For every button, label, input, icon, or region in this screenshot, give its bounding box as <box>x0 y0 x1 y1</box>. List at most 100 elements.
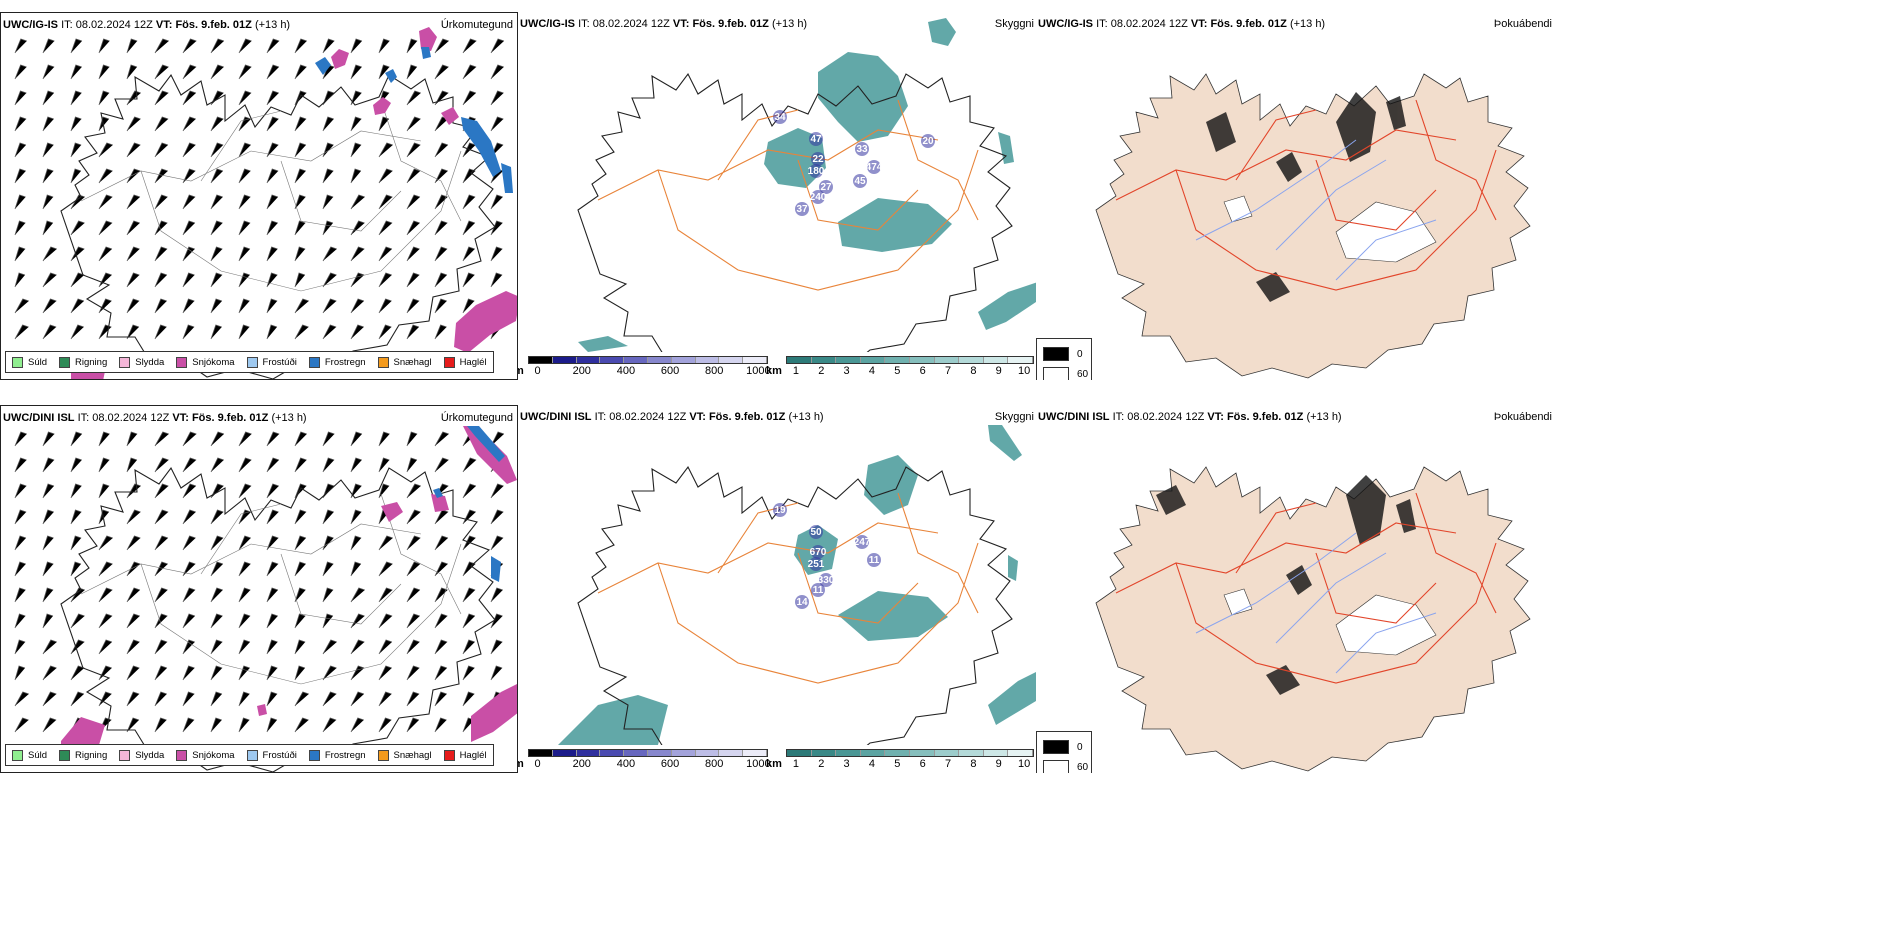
wind-barb <box>406 298 420 314</box>
legend-item: Slydda <box>119 356 164 368</box>
wind-barb <box>490 587 503 603</box>
colorbar-step <box>552 357 577 363</box>
wind-barb <box>350 613 365 629</box>
colorbar-tick: 1000 <box>746 365 771 377</box>
wind-barb <box>70 613 85 629</box>
wind-barb <box>98 691 112 707</box>
wind-barb <box>70 194 85 210</box>
panel-title: UWC/DINI ISL IT: 08.02.2024 12Z VT: Fös.… <box>3 412 307 424</box>
cloud-base-marker <box>867 160 881 174</box>
wind-barb <box>42 272 57 288</box>
colorbar-tick: 3 <box>843 758 850 770</box>
cloud-base-value: 11 <box>869 555 880 566</box>
wind-barb <box>14 272 26 288</box>
wind-barb <box>42 220 54 236</box>
colorbar-step <box>860 357 886 363</box>
wind-barb <box>98 509 110 525</box>
cloud-base-marker <box>819 180 833 194</box>
wind-barb <box>182 220 196 236</box>
wind-barb <box>154 587 168 603</box>
wind-barb <box>490 509 504 525</box>
legend-swatch <box>176 749 188 761</box>
wind-barb <box>434 613 448 629</box>
cloud-base-marker <box>811 190 825 204</box>
colorbar-step <box>836 750 861 756</box>
wind-barb <box>350 561 362 577</box>
wind-barb <box>350 272 365 288</box>
wind-barb <box>126 324 140 340</box>
wind-barb <box>42 142 54 158</box>
wind-barb <box>182 665 195 681</box>
cloud-base-value: 47 <box>810 134 822 145</box>
legend-swatch <box>246 749 258 761</box>
visibility-colorbar: 1 2 3 4 5 6 7 8 9 10 km <box>766 749 1034 771</box>
wind-barb <box>126 431 138 447</box>
colorbar-step <box>909 357 935 363</box>
wind-barb <box>126 691 140 707</box>
wind-barb <box>266 561 279 577</box>
wind-barb <box>182 272 195 288</box>
fog-legend: 0 60 <box>1036 338 1092 380</box>
wind-barb <box>98 535 113 551</box>
wind-barb <box>406 613 420 629</box>
wind-barb <box>42 535 54 551</box>
wind-barb <box>154 561 168 577</box>
wind-barb <box>126 142 141 158</box>
legend-swatch <box>308 356 320 368</box>
cloud-base-value: 50 <box>810 527 822 538</box>
wind-barb <box>182 483 197 499</box>
wind-barb <box>14 691 29 707</box>
colorbar-tick: 6 <box>919 365 926 377</box>
wind-barb <box>294 665 306 681</box>
legend-swatch <box>443 356 455 368</box>
wind-barb <box>294 639 306 655</box>
wind-barb <box>98 431 110 447</box>
legend-swatch <box>119 749 131 761</box>
wind-barb <box>182 142 196 158</box>
fog-legend-row: 60 <box>1043 760 1088 773</box>
cloud-panel-top: UWC/IG-IS IT: 08.02.2024 12Z VT: Fös. 9.… <box>518 12 1036 380</box>
wind-barb <box>70 561 82 577</box>
colorbar-step <box>983 357 1009 363</box>
legend-item: Rigning <box>59 749 107 761</box>
colorbar-tick: 200 <box>572 365 591 377</box>
wind-barb <box>378 272 392 288</box>
wind-barb <box>406 431 418 447</box>
wind-barb <box>294 298 309 314</box>
colorbar-tick: 200 <box>572 758 591 770</box>
wind-barb <box>462 483 477 499</box>
wind-barb <box>294 587 306 603</box>
wind-barb <box>490 194 503 210</box>
visibility-colorbar: 1 2 3 4 5 6 7 8 9 10 km <box>766 356 1034 378</box>
wind-barb <box>70 509 82 525</box>
wind-barb <box>154 717 167 733</box>
colorbar-step <box>811 750 837 756</box>
colorbar-step <box>719 750 744 756</box>
wind-barb <box>182 116 196 132</box>
colorbar-tick: 600 <box>660 365 680 377</box>
colorbar-tick: 7 <box>944 365 952 377</box>
wind-barb <box>406 561 421 577</box>
wind-barb <box>210 324 222 340</box>
height-colorbar: 0 200 400 600 800 1000 m <box>518 749 771 771</box>
wind-barb <box>434 431 449 447</box>
wind-barb <box>490 431 505 447</box>
wind-barb <box>70 90 82 106</box>
cloud-base-value: 240 <box>810 192 827 203</box>
wind-barb <box>182 324 195 340</box>
wind-barb <box>266 220 278 236</box>
wind-barb <box>98 64 110 80</box>
wind-barb <box>182 717 195 733</box>
wind-barb <box>154 64 169 80</box>
wind-barb <box>154 535 169 551</box>
wind-barb <box>210 613 223 629</box>
legend-label: Frostregn <box>324 356 366 368</box>
wind-barb <box>238 272 250 288</box>
wind-barb <box>434 220 448 236</box>
wind-barb <box>266 142 279 158</box>
wind-barb <box>322 665 337 681</box>
wind-barb <box>210 431 225 447</box>
wind-barb <box>266 483 279 499</box>
wind-barb <box>42 639 57 655</box>
wind-barb <box>322 142 334 158</box>
